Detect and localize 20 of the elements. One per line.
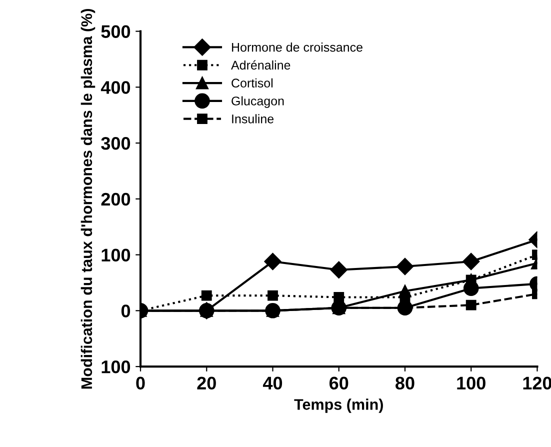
y-axis-title: Modification du taux d'hormones dans le plasma (%) bbox=[80, 8, 96, 389]
y-tick-label: 0 bbox=[121, 304, 130, 318]
y-tick-label: 400 bbox=[100, 81, 130, 94]
legend-label: Hormone de croissance bbox=[232, 42, 362, 52]
x-axis-title: Temps (min) bbox=[294, 398, 383, 413]
y-tick-label: 100 bbox=[102, 248, 130, 262]
y-tick-label: 200 bbox=[101, 192, 130, 206]
x-tick-label: 40 bbox=[262, 376, 282, 390]
legend-label: Cortisol bbox=[232, 78, 273, 88]
x-tick-label: 80 bbox=[396, 376, 414, 390]
legend-label: Insuline bbox=[232, 114, 274, 124]
y-tick-label: 500 bbox=[101, 25, 130, 38]
x-tick-label: 100 bbox=[457, 376, 486, 390]
legend-label: Glucagon bbox=[232, 96, 284, 108]
x-tick-label: 20 bbox=[197, 376, 216, 390]
legend-label: Adrénaline bbox=[231, 60, 290, 70]
x-tick-label: 60 bbox=[329, 376, 348, 390]
y-tick-label: 300 bbox=[101, 136, 130, 150]
x-tick-label: 0 bbox=[136, 376, 145, 390]
y-tick-label: 100 bbox=[102, 360, 130, 374]
